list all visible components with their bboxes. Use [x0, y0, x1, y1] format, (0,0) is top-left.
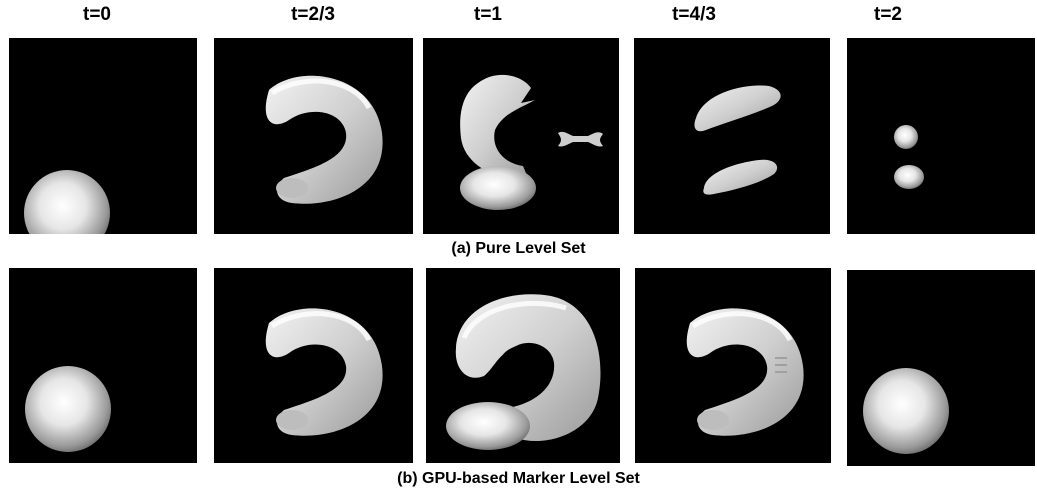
panel-b-t4-3: [635, 268, 831, 463]
sphere-shape: [25, 366, 111, 452]
lower-lobe: [446, 402, 530, 450]
column-label-t1: t=1: [474, 4, 502, 25]
sphere-shape: [24, 170, 110, 234]
panel-b-t2: [847, 270, 1035, 466]
sphere-shape: [863, 368, 949, 454]
panel-a-t2: [847, 38, 1035, 234]
panel-b-t2-3: [214, 268, 413, 463]
deformed-shape: [265, 75, 383, 204]
panel-a-t4-3: [634, 38, 830, 234]
column-label-t2-3: t=2/3: [291, 4, 335, 25]
fragment-upper: [460, 74, 535, 179]
deformed-shape: [265, 308, 383, 436]
fragment-bone: [558, 131, 603, 147]
caption-a: (a) Pure Level Set: [451, 240, 586, 257]
column-label-t4-3: t=4/3: [672, 4, 716, 25]
panel-b-t0: [9, 268, 197, 463]
panel-a-t2-3: [214, 38, 413, 234]
fragment-lower: [460, 166, 536, 210]
blob-upper: [694, 85, 781, 132]
droplet-upper: [894, 125, 918, 149]
caption-b: (b) GPU-based Marker Level Set: [397, 470, 640, 487]
ring-shape: [455, 294, 601, 442]
column-label-t2: t=2: [874, 4, 902, 25]
panel-a-t1: [423, 38, 619, 234]
panel-a-t0: [9, 38, 197, 234]
deformed-shape: [686, 308, 804, 436]
column-label-t0: t=0: [83, 4, 111, 25]
panel-b-t1: [426, 268, 620, 463]
blob-lower: [703, 159, 778, 195]
droplet-lower: [894, 165, 924, 189]
